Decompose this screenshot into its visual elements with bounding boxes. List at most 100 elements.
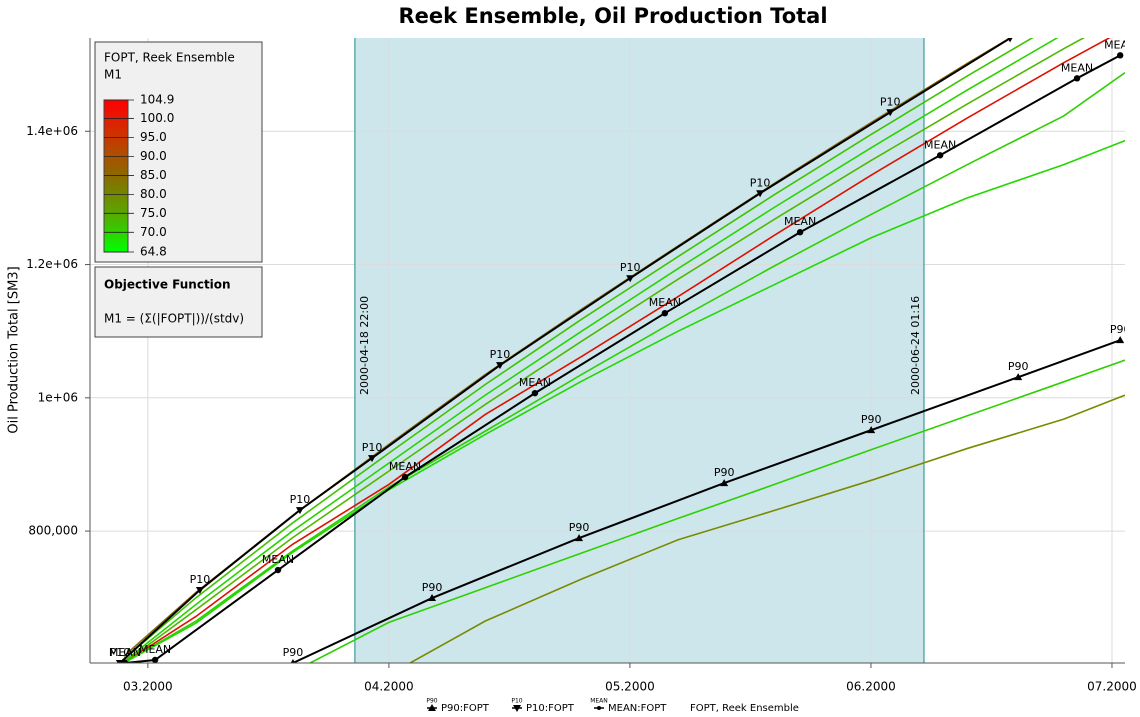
y-tick-label: 1e+06: [38, 390, 78, 404]
legend-marker: [513, 705, 521, 712]
marker: [295, 507, 304, 515]
y-axis-label: Oil Production Total [SM3]: [7, 266, 22, 433]
marker: [756, 190, 765, 198]
colorbar-tick-label: 80.0: [140, 187, 167, 201]
colorbar-tick-label: 70.0: [140, 225, 167, 239]
y-tick-label: 800,000: [28, 524, 78, 538]
line: [123, 38, 1034, 660]
line: [123, 38, 1111, 663]
marker-label: P90: [861, 413, 882, 426]
marker: [796, 229, 804, 236]
marker: [531, 389, 539, 397]
colorbar-tick-label: 90.0: [140, 149, 167, 163]
marker: [1073, 75, 1081, 82]
objective-title: Objective Function: [104, 278, 231, 292]
marker-label: MEAN: [262, 553, 294, 566]
marker: [867, 426, 876, 434]
marker: [720, 479, 729, 487]
marker: [626, 275, 635, 283]
line: [123, 38, 1086, 663]
colorbar-tick-label: 100.0: [140, 111, 174, 125]
marker-label: MEAN: [1104, 38, 1136, 51]
colorbar-tick-label: 75.0: [140, 206, 167, 220]
legend-label: MEAN:FOPT: [608, 703, 667, 714]
marker: [401, 473, 409, 481]
marker: [1014, 373, 1023, 381]
marker-label: MEAN: [519, 376, 551, 389]
marker-label: P90: [1008, 360, 1029, 373]
marker: [886, 109, 895, 117]
marker: [428, 594, 437, 602]
marker: [1007, 38, 1013, 43]
objective-box: [94, 266, 263, 338]
marker: [661, 309, 669, 317]
marker-label: MEAN: [649, 296, 681, 309]
y-tick-label: 1.2e+06: [26, 257, 78, 271]
colorbar-title: FOPT, Reek Ensemble: [104, 51, 235, 65]
line: [123, 71, 1125, 663]
colorbar-tick-label: 85.0: [140, 168, 167, 182]
marker-label: P10: [620, 261, 641, 274]
colorbar-tick-label: 104.9: [140, 93, 174, 107]
marker-label: P10: [290, 493, 311, 506]
x-tick-label: 06.2000: [846, 680, 896, 694]
marker: [1116, 52, 1124, 59]
marker-label: P10: [880, 95, 901, 108]
marker-label: P10: [362, 441, 383, 454]
legend-marker-label: MEAN: [590, 698, 608, 705]
marker-label: P10: [190, 573, 211, 586]
time-window-label: 2000-06-24 01:16: [909, 296, 922, 395]
colorbar-tick-label: 95.0: [140, 130, 167, 144]
marker: [151, 656, 159, 663]
legend-marker: [597, 706, 601, 710]
line: [309, 359, 1125, 663]
marker-label: P90: [714, 466, 735, 479]
x-tick-label: 04.2000: [364, 680, 414, 694]
marker-label: MEAN: [139, 643, 171, 656]
marker: [936, 152, 944, 159]
legend-marker-label: P90: [426, 698, 437, 705]
marker-label: P90: [283, 646, 304, 659]
marker-label: MEAN: [109, 646, 141, 659]
marker-label: P10: [750, 176, 771, 189]
marker-label: MEAN: [1061, 61, 1093, 74]
marker-label: P10: [490, 348, 511, 361]
legend-label: P10:FOPT: [526, 703, 575, 714]
marker: [274, 566, 282, 574]
line: [124, 54, 1121, 663]
x-tick-label: 05.2000: [605, 680, 655, 694]
chart-title: Reek Ensemble, Oil Production Total: [398, 4, 827, 28]
line: [123, 38, 1059, 663]
y-tick-label: 1.4e+06: [26, 124, 78, 138]
time-window-label: 2000-04-18 22:00: [358, 296, 371, 395]
marker-label: P90: [422, 581, 443, 594]
line: [123, 139, 1125, 663]
marker-label: P10: [110, 646, 131, 659]
marker-label: MEAN: [924, 138, 956, 151]
marker: [495, 362, 504, 370]
marker-label: MEAN: [784, 215, 816, 228]
legend-label: FOPT, Reek Ensemble: [690, 703, 799, 714]
legend-marker: [428, 704, 436, 711]
x-tick-label: 07.2000: [1087, 680, 1137, 694]
marker-label: P90: [569, 521, 590, 534]
overlay: 2000-04-18 22:00 2000-06-24 01:16: [358, 296, 922, 395]
line: [409, 394, 1125, 663]
x-tick-label: 03.2000: [123, 680, 173, 694]
plot-area: P90 P90 P90 P90 P90 P90 P90 P10 P10 P10 P10 P10 P10 P…: [90, 21, 1136, 663]
marker: [195, 587, 204, 595]
marker-label: P10: [1000, 21, 1021, 34]
colorbar: [103, 99, 129, 253]
colorbar-tick-label: 64.8: [140, 245, 167, 259]
marker: [290, 659, 296, 663]
marker-label: MEAN: [389, 460, 421, 473]
marker: [1116, 336, 1125, 344]
marker: [368, 455, 377, 463]
marker: [575, 534, 584, 542]
legend-marker-label: P10: [511, 698, 522, 705]
colorbar-subtitle: M1: [104, 68, 122, 82]
legend-label: P90:FOPT: [441, 703, 490, 714]
objective-formula: M1 = (Σ(|FOPT|))/(stdv): [104, 312, 244, 326]
marker: [121, 659, 129, 663]
